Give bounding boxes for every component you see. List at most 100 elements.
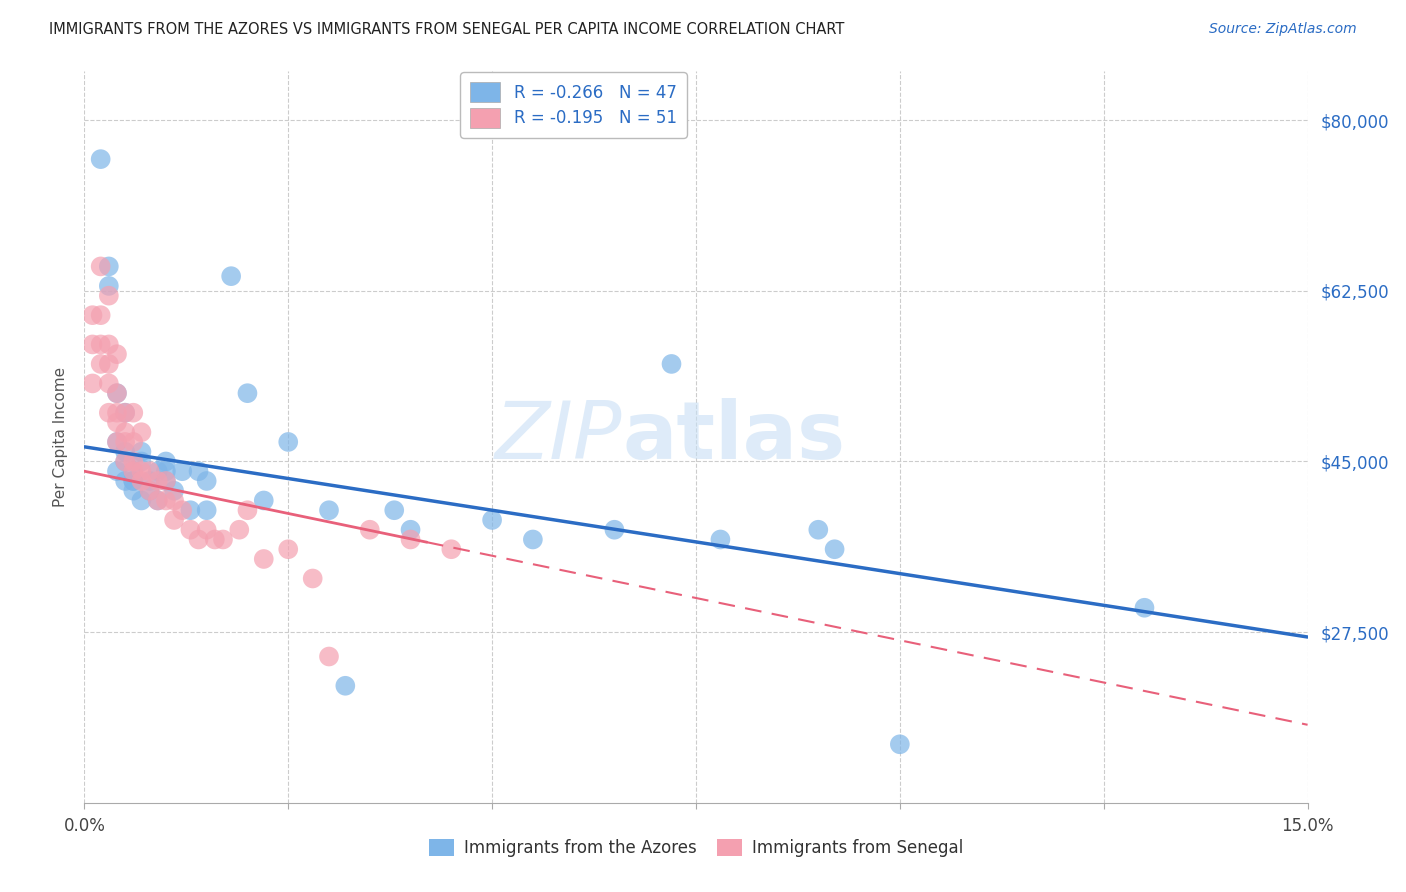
Point bbox=[155, 493, 177, 508]
Point bbox=[122, 474, 145, 488]
Point bbox=[163, 483, 186, 498]
Point bbox=[382, 503, 405, 517]
Point bbox=[114, 444, 136, 458]
Point bbox=[90, 152, 112, 166]
Point bbox=[122, 483, 145, 498]
Point bbox=[163, 513, 186, 527]
Point bbox=[114, 425, 136, 440]
Point bbox=[90, 357, 112, 371]
Point bbox=[82, 308, 104, 322]
Point bbox=[236, 386, 259, 401]
Point bbox=[824, 542, 846, 557]
Point bbox=[114, 406, 136, 420]
Point bbox=[122, 464, 145, 478]
Point bbox=[155, 474, 177, 488]
Point bbox=[440, 542, 463, 557]
Point bbox=[97, 406, 120, 420]
Point bbox=[131, 425, 153, 440]
Point bbox=[318, 649, 340, 664]
Point bbox=[399, 523, 422, 537]
Point bbox=[105, 464, 128, 478]
Point bbox=[204, 533, 226, 547]
Point bbox=[122, 474, 145, 488]
Point bbox=[105, 434, 128, 449]
Point bbox=[481, 513, 503, 527]
Point bbox=[889, 737, 911, 751]
Point bbox=[82, 376, 104, 391]
Point bbox=[114, 454, 136, 468]
Point bbox=[131, 464, 153, 478]
Point bbox=[253, 552, 276, 566]
Point bbox=[105, 347, 128, 361]
Point bbox=[114, 454, 136, 468]
Y-axis label: Per Capita Income: Per Capita Income bbox=[53, 367, 69, 508]
Point bbox=[155, 474, 177, 488]
Point bbox=[301, 572, 323, 586]
Point bbox=[709, 533, 731, 547]
Point bbox=[146, 493, 169, 508]
Point bbox=[195, 523, 218, 537]
Point bbox=[399, 533, 422, 547]
Point bbox=[146, 464, 169, 478]
Point bbox=[105, 434, 128, 449]
Point bbox=[114, 474, 136, 488]
Point bbox=[90, 308, 112, 322]
Point bbox=[105, 386, 128, 401]
Text: IMMIGRANTS FROM THE AZORES VS IMMIGRANTS FROM SENEGAL PER CAPITA INCOME CORRELAT: IMMIGRANTS FROM THE AZORES VS IMMIGRANTS… bbox=[49, 22, 845, 37]
Point bbox=[522, 533, 544, 547]
Point bbox=[138, 483, 160, 498]
Point bbox=[212, 533, 235, 547]
Legend: Immigrants from the Azores, Immigrants from Senegal: Immigrants from the Azores, Immigrants f… bbox=[422, 832, 970, 864]
Point bbox=[114, 434, 136, 449]
Point bbox=[318, 503, 340, 517]
Point bbox=[661, 357, 683, 371]
Point bbox=[97, 376, 120, 391]
Point bbox=[277, 434, 299, 449]
Text: Source: ZipAtlas.com: Source: ZipAtlas.com bbox=[1209, 22, 1357, 37]
Point bbox=[105, 406, 128, 420]
Point bbox=[122, 434, 145, 449]
Point bbox=[138, 474, 160, 488]
Point bbox=[277, 542, 299, 557]
Point bbox=[97, 357, 120, 371]
Point bbox=[138, 483, 160, 498]
Point bbox=[131, 493, 153, 508]
Point bbox=[122, 464, 145, 478]
Point bbox=[172, 503, 194, 517]
Text: ZIP: ZIP bbox=[495, 398, 623, 476]
Point bbox=[97, 260, 120, 274]
Point bbox=[1133, 600, 1156, 615]
Point bbox=[219, 269, 242, 284]
Point bbox=[97, 337, 120, 351]
Point bbox=[146, 474, 169, 488]
Point bbox=[155, 454, 177, 468]
Point bbox=[236, 503, 259, 517]
Point bbox=[253, 493, 276, 508]
Point bbox=[114, 406, 136, 420]
Point bbox=[82, 337, 104, 351]
Point bbox=[187, 464, 209, 478]
Point bbox=[163, 493, 186, 508]
Point bbox=[228, 523, 250, 537]
Point bbox=[179, 503, 201, 517]
Point bbox=[122, 406, 145, 420]
Point bbox=[97, 288, 120, 302]
Point bbox=[179, 523, 201, 537]
Point bbox=[105, 386, 128, 401]
Text: atlas: atlas bbox=[623, 398, 845, 476]
Point bbox=[335, 679, 357, 693]
Point bbox=[172, 464, 194, 478]
Point bbox=[187, 533, 209, 547]
Point bbox=[807, 523, 830, 537]
Point bbox=[359, 523, 381, 537]
Point bbox=[603, 523, 626, 537]
Point bbox=[90, 337, 112, 351]
Point bbox=[131, 444, 153, 458]
Point bbox=[105, 416, 128, 430]
Point bbox=[155, 464, 177, 478]
Point bbox=[90, 260, 112, 274]
Point bbox=[131, 474, 153, 488]
Point bbox=[122, 454, 145, 468]
Point bbox=[146, 493, 169, 508]
Point bbox=[138, 464, 160, 478]
